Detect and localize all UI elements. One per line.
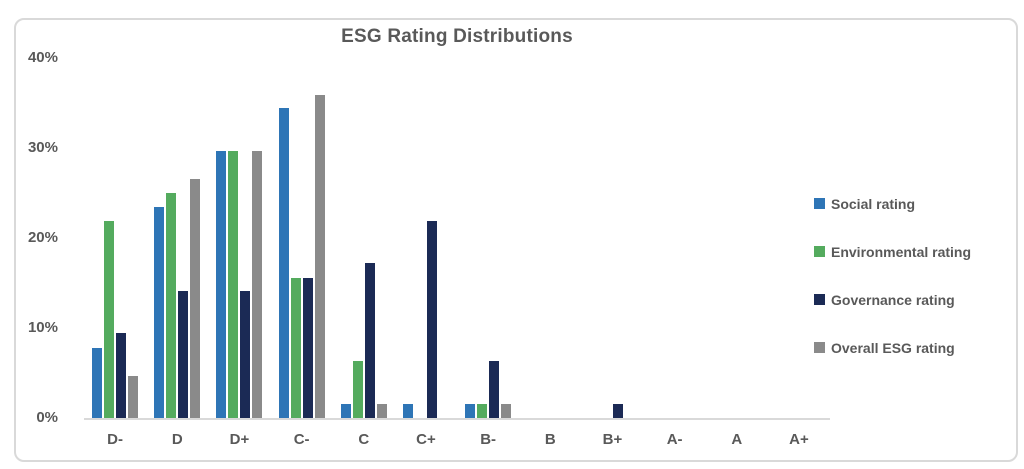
x-axis-label-b-: B- <box>480 431 497 448</box>
x-axis-label-d: D <box>171 431 183 448</box>
bar-governance-rating-d- <box>240 291 251 418</box>
plot-area <box>84 58 830 420</box>
chart-title: ESG Rating Distributions <box>341 26 573 47</box>
bar-overall-esg-rating-b- <box>501 404 512 418</box>
bar-group-a <box>706 58 768 418</box>
bar-environmental-rating-d <box>166 193 177 418</box>
legend-swatch-icon <box>814 246 825 257</box>
x-axis-label-c-: C- <box>293 431 310 448</box>
bar-social-rating-c <box>340 404 351 418</box>
bar-social-rating-d- <box>216 151 227 418</box>
y-axis-tick-label-20: 20% <box>27 229 58 246</box>
bar-overall-esg-rating-d <box>190 179 201 418</box>
legend-label: Environmental rating <box>831 243 972 260</box>
legend-label: Social rating <box>831 195 916 212</box>
bar-governance-rating-b- <box>489 361 500 418</box>
bar-governance-rating-d- <box>116 333 127 418</box>
bar-overall-esg-rating-c- <box>314 95 325 418</box>
bar-group-a- <box>644 58 706 418</box>
bar-governance-rating-c- <box>302 278 313 418</box>
x-axis-label-c-: C+ <box>416 431 436 448</box>
bar-governance-rating-d <box>178 291 189 418</box>
x-axis-label-d-: D+ <box>229 431 250 448</box>
bar-social-rating-d- <box>92 348 103 418</box>
y-axis-tick-label-0: 0% <box>36 409 58 426</box>
legend-item-social-rating: Social rating <box>814 194 971 213</box>
legend-swatch-icon <box>814 294 825 305</box>
bar-overall-esg-rating-d- <box>252 151 263 418</box>
legend: Social rating Environmental rating Governa… <box>814 194 971 357</box>
legend-item-governance-rating: Governance rating <box>814 290 971 309</box>
bar-group-d- <box>84 58 146 418</box>
bar-environmental-rating-b- <box>477 404 488 418</box>
bar-social-rating-b- <box>465 404 476 418</box>
bar-group-d <box>146 58 208 418</box>
bar-environmental-rating-c <box>352 361 363 418</box>
legend-label: Overall ESG rating <box>831 339 955 356</box>
bar-group-b- <box>457 58 519 418</box>
bar-environmental-rating-c- <box>290 278 301 418</box>
bar-environmental-rating-d- <box>104 221 115 418</box>
bar-environmental-rating-d- <box>228 151 239 418</box>
y-axis-tick-label-40: 40% <box>27 49 58 66</box>
legend-item-environmental-rating: Environmental rating <box>814 242 971 261</box>
x-axis-label-a-: A- <box>666 431 683 448</box>
bar-group-c <box>333 58 395 418</box>
legend-item-overall-esg-rating: Overall ESG rating <box>814 338 971 357</box>
bar-social-rating-c- <box>278 108 289 418</box>
x-axis-label-d-: D- <box>107 431 123 448</box>
bar-group-b- <box>581 58 643 418</box>
bar-group-d- <box>208 58 270 418</box>
bar-overall-esg-rating-d- <box>128 376 139 418</box>
bar-governance-rating-b- <box>613 404 624 418</box>
x-axis-label-b: B <box>544 431 556 448</box>
bar-governance-rating-c- <box>426 221 437 418</box>
x-axis-label-b-: B+ <box>602 431 623 448</box>
bar-group-b <box>519 58 581 418</box>
x-axis-label-a-: A+ <box>789 431 809 448</box>
x-axis-label-c: C <box>358 431 370 448</box>
bar-social-rating-d <box>154 207 165 418</box>
bar-group-c- <box>271 58 333 418</box>
y-axis-tick-label-10: 10% <box>27 319 58 336</box>
legend-label: Governance rating <box>831 291 955 308</box>
bar-group-c- <box>395 58 457 418</box>
x-axis: D- D D+ C- C C+ B- B B+ A- A A+ <box>84 431 830 448</box>
legend-swatch-icon <box>814 342 825 353</box>
bar-governance-rating-c <box>364 263 375 418</box>
legend-swatch-icon <box>814 198 825 209</box>
y-axis-tick-label-30: 30% <box>27 139 58 156</box>
x-axis-label-a: A <box>731 431 743 448</box>
bar-overall-esg-rating-c <box>376 404 387 418</box>
bar-social-rating-c- <box>402 404 413 418</box>
